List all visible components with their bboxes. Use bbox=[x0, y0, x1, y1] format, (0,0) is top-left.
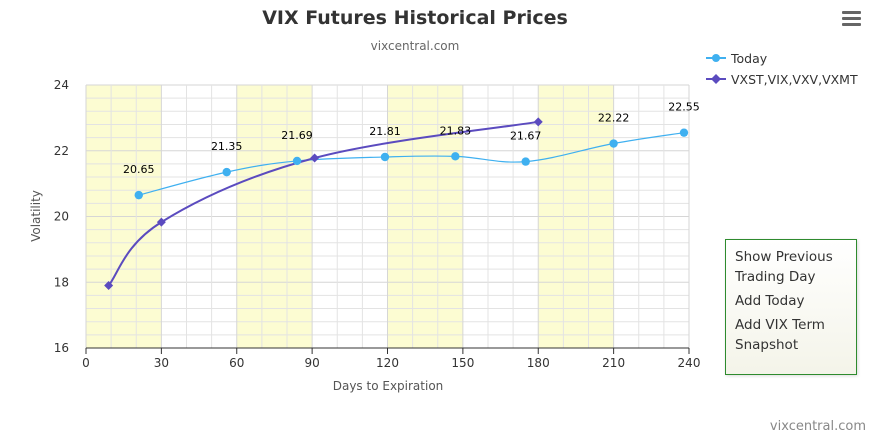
data-labels: 20.65 21.35 21.69 21.81 21.83 21.67 22.22 22.55 bbox=[123, 101, 700, 176]
credits-link[interactable]: vixcentral.com bbox=[770, 419, 866, 434]
legend-marker-today bbox=[712, 54, 720, 62]
y-tick-label: 24 bbox=[54, 78, 69, 92]
chart-subtitle: vixcentral.com bbox=[371, 39, 460, 53]
today-point bbox=[451, 152, 460, 161]
menu-icon-bar bbox=[841, 11, 861, 14]
x-tick-label: 30 bbox=[154, 356, 169, 370]
chart-context-menu: Show Previous Trading Day Add Today Add … bbox=[725, 239, 857, 375]
y-tick-label: 16 bbox=[54, 341, 69, 355]
legend: Today VXST,VIX,VXV,VXMT bbox=[706, 51, 858, 87]
today-point bbox=[679, 128, 689, 137]
chart-title: VIX Futures Historical Prices bbox=[262, 7, 568, 29]
today-point bbox=[134, 190, 143, 200]
legend-item-history[interactable]: VXST,VIX,VXV,VXMT bbox=[706, 72, 858, 87]
menu-item-add-vix-term-snapshot[interactable]: Add VIX Term Snapshot bbox=[735, 317, 825, 353]
history-point bbox=[104, 281, 114, 291]
today-point bbox=[609, 139, 618, 148]
x-tick-label: 150 bbox=[451, 356, 474, 370]
history-point bbox=[156, 217, 166, 227]
today-point bbox=[521, 157, 530, 166]
history-point bbox=[533, 117, 543, 127]
data-label: 21.69 bbox=[281, 129, 313, 142]
legend-label-history: VXST,VIX,VXV,VXMT bbox=[731, 72, 858, 87]
tick-labels: 0 30 60 90 120 150 180 210 240 16 18 20 22 24 bbox=[54, 78, 701, 370]
data-label: 21.83 bbox=[440, 124, 472, 137]
menu-item-add-today[interactable]: Add Today bbox=[735, 293, 805, 309]
data-label: 21.67 bbox=[510, 130, 542, 143]
x-axis-title: Days to Expiration bbox=[333, 379, 444, 393]
x-tick-label: 180 bbox=[527, 356, 550, 370]
y-axis-title: Volatility bbox=[29, 190, 43, 242]
data-label: 22.55 bbox=[668, 101, 700, 114]
x-tick-label: 120 bbox=[376, 356, 399, 370]
x-tick-label: 210 bbox=[602, 356, 625, 370]
data-label: 21.81 bbox=[369, 125, 401, 138]
y-tick-label: 18 bbox=[54, 275, 69, 289]
today-point bbox=[222, 167, 231, 177]
menu-icon-bar bbox=[841, 23, 861, 26]
legend-label-today: Today bbox=[730, 51, 768, 66]
series-markers bbox=[104, 117, 689, 291]
x-tick-label: 60 bbox=[229, 356, 244, 370]
menu-icon-bar bbox=[841, 17, 861, 20]
x-tick-label: 240 bbox=[678, 356, 701, 370]
y-tick-label: 22 bbox=[54, 144, 69, 158]
x-tick-label: 90 bbox=[304, 356, 319, 370]
today-point bbox=[292, 156, 302, 166]
data-label: 20.65 bbox=[123, 163, 155, 176]
history-point bbox=[310, 153, 320, 163]
x-tick-label: 0 bbox=[82, 356, 90, 370]
data-label: 21.35 bbox=[211, 140, 243, 153]
data-label: 22.22 bbox=[598, 112, 630, 125]
series-line-history bbox=[107, 120, 539, 287]
today-point bbox=[380, 152, 390, 162]
y-tick-label: 20 bbox=[54, 210, 69, 224]
legend-marker-history bbox=[711, 74, 721, 84]
hamburger-menu-icon[interactable] bbox=[838, 6, 864, 32]
legend-item-today[interactable]: Today bbox=[706, 51, 768, 66]
menu-item-show-previous-trading-day[interactable]: Show Previous Trading Day bbox=[735, 249, 833, 285]
